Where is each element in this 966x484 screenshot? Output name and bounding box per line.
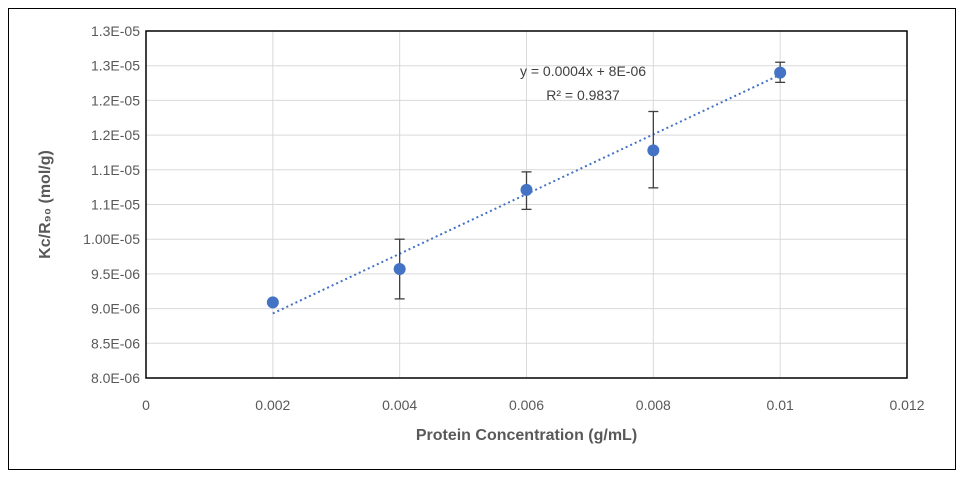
y-axis-title: Kc/R₉₀ (mol/g) [37,150,54,259]
data-point [647,144,660,157]
y-tick-label: 8.5E-06 [91,335,140,351]
y-tick-label: 1.2E-05 [91,127,140,143]
data-point [774,66,787,79]
plot-area-border [145,30,908,379]
x-tick-label: 0.002 [255,397,290,413]
y-tick-label: 9.0E-06 [91,301,140,317]
y-tick-label: 1.3E-05 [91,58,140,74]
x-tick-label: 0.004 [382,397,417,413]
y-tick-label: 9.5E-06 [91,266,140,282]
y-tick-label: 1.00E-05 [83,231,140,247]
data-point [520,183,533,196]
y-tick-label: 1.3E-05 [91,23,140,39]
x-tick-label: 0.012 [889,397,924,413]
x-tick-label: 0.008 [636,397,671,413]
x-tick-label: 0.006 [509,397,544,413]
y-tick-label: 1.2E-05 [91,92,140,108]
data-points [266,66,787,309]
y-tick-label: 8.0E-06 [91,370,140,386]
trendline-r-squared: R² = 0.9837 [546,87,620,103]
x-tick-label: 0 [142,397,150,413]
y-tick-label: 1.1E-05 [91,197,140,213]
data-point [393,263,406,276]
y-tick-label: 1.1E-05 [91,162,140,178]
x-tick-labels: 0 0.002 0.004 0.006 0.008 0.01 0.012 [142,397,925,413]
x-axis-title: Protein Concentration (g/mL) [416,427,637,444]
x-tick-label: 0.01 [767,397,794,413]
data-point [266,296,279,309]
trendline-equation: y = 0.0004x + 8E-06 [520,63,646,79]
y-tick-labels: 8.0E-06 8.5E-06 9.0E-06 9.5E-06 1.00E-05 1.1E… [83,23,140,386]
